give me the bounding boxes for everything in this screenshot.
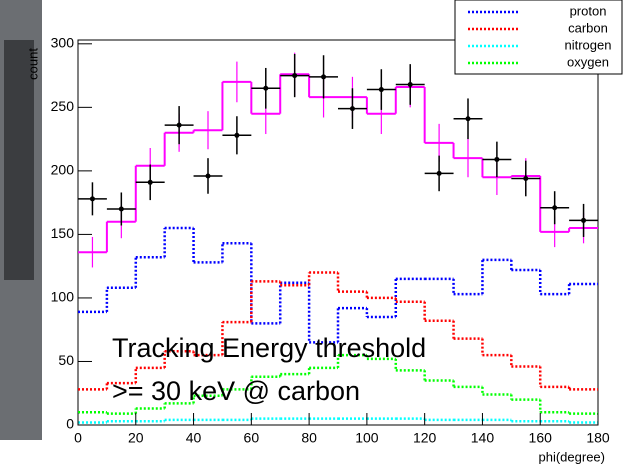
x-tick-label: 160	[529, 430, 553, 446]
data-point	[581, 217, 587, 223]
data-point	[436, 170, 442, 176]
data-point	[494, 156, 500, 162]
x-tick-label: 120	[413, 430, 437, 446]
x-tick-label: 0	[74, 430, 82, 446]
data-point	[407, 81, 413, 87]
x-tick-label: 20	[128, 430, 144, 446]
annotation: >= 30 keV @ carbon	[112, 376, 360, 406]
y-tick-label: 250	[51, 98, 75, 114]
data-point	[205, 173, 211, 179]
y-tick-label: 200	[51, 162, 75, 178]
x-tick-label: 60	[244, 430, 260, 446]
data-point	[89, 196, 95, 202]
data-point	[118, 206, 124, 212]
x-tick-label: 40	[186, 430, 202, 446]
legend-label: nitrogen	[565, 37, 612, 52]
legend	[454, 0, 623, 75]
annotation: Tracking Energy threshold	[112, 333, 426, 363]
y-tick-label: 150	[51, 225, 75, 241]
y-tick-label: 50	[58, 352, 74, 368]
y-axis-label: count	[25, 48, 40, 80]
data-point	[552, 205, 558, 211]
data-point	[378, 87, 384, 93]
data-point	[349, 106, 355, 112]
x-tick-label: 140	[471, 430, 495, 446]
data-point	[523, 175, 529, 181]
y-tick-label: 100	[51, 289, 75, 305]
legend-label: carbon	[568, 20, 608, 35]
data-point	[234, 132, 240, 138]
x-tick-label: 180	[586, 430, 610, 446]
photo-fragment	[4, 40, 34, 280]
data-point	[321, 74, 327, 80]
y-tick-label: 0	[66, 416, 74, 432]
marks	[78, 52, 598, 424]
data-point	[263, 85, 269, 91]
data-point	[176, 122, 182, 128]
y-tick-label: 300	[51, 35, 75, 51]
legend-label: proton	[570, 3, 607, 18]
data-point	[465, 116, 471, 122]
plot-frame	[77, 39, 599, 426]
data-point	[292, 73, 298, 79]
x-axis-label: phi(degree)	[539, 449, 606, 464]
data-point	[147, 179, 153, 185]
x-tick-label: 80	[301, 430, 317, 446]
legend-label: oxygen	[567, 54, 609, 69]
x-tick-label: 100	[355, 430, 379, 446]
